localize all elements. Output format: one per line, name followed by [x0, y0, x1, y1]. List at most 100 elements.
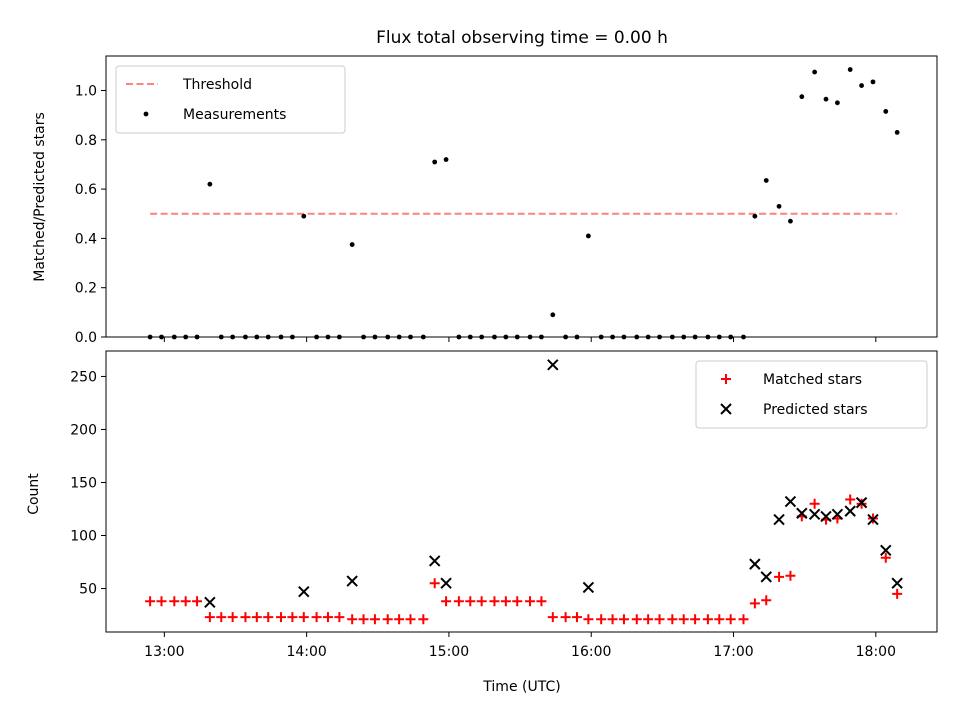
legend-label: Matched stars [763, 372, 862, 388]
x-tick-label: 17:00 [713, 644, 753, 660]
predicted-star-point [298, 585, 310, 598]
matched-star-point [405, 614, 416, 625]
matched-star-point [643, 614, 654, 625]
matched-star-point [761, 595, 772, 606]
predicted-star-point [867, 513, 879, 526]
matched-star-point [749, 598, 760, 609]
predicted-star-point [820, 510, 832, 523]
top-panel: 0.0 0.2 0.4 0.6 0.8 1.0 Threshold Measurements [75, 55, 938, 346]
matched-star-point [369, 614, 380, 625]
legend-plus-swatch [721, 374, 731, 384]
predicted-star-point [582, 581, 595, 594]
matched-star-point [702, 614, 713, 625]
matched-star-point [725, 614, 736, 625]
legend-label: Measurements [183, 107, 286, 123]
matched-star-point [251, 612, 262, 623]
axes-frame [105, 55, 938, 338]
matched-star-point [347, 614, 358, 625]
measurement-point [894, 130, 900, 135]
y-tick-label: 0.2 [75, 281, 97, 297]
matched-star-point [156, 596, 167, 607]
matched-star-point [394, 614, 405, 625]
y-tick-label: 1.0 [75, 84, 97, 100]
predicted-star-point [844, 505, 856, 517]
matched-star-point [276, 612, 287, 623]
x-tick-label: 13:00 [144, 644, 184, 660]
matched-star-point [678, 614, 689, 625]
matched-star-point [216, 612, 227, 623]
matched-star-point [880, 552, 891, 563]
measurement-point [870, 79, 876, 85]
matched-star-point [145, 596, 156, 607]
legend-box [115, 65, 346, 134]
x-tick-label: 14:00 [286, 644, 326, 660]
bottom-panel: 50 100 150 200 250 13:00 14:00 15:00 16:00 17:00 1… [70, 350, 938, 660]
y-tick-label: 0.8 [75, 133, 97, 149]
measurement-point [752, 213, 758, 219]
measurement-point [883, 109, 889, 114]
predicted-star-point [808, 508, 821, 521]
matched-star-point [845, 494, 856, 505]
predicted-star-point [547, 359, 559, 371]
measurement-point [847, 67, 853, 72]
measurement-point [432, 159, 438, 165]
legend-dot-swatch [143, 111, 149, 117]
matched-star-point [465, 596, 476, 607]
matched-star-point [382, 614, 393, 625]
matched-star-point [536, 596, 547, 607]
matched-star-point [204, 612, 215, 623]
predicted-star-point [784, 495, 797, 508]
matched-star-point [192, 596, 203, 607]
measurement-point [763, 178, 769, 183]
predicted-star-point [749, 558, 761, 570]
matched-star-point [618, 614, 629, 625]
top-y-axis-label: Matched/Predicted stars [32, 112, 48, 282]
axes-frame [105, 350, 938, 633]
measurement-point [550, 312, 556, 318]
measurement-point [834, 100, 840, 106]
matched-star-point [560, 612, 571, 623]
measurement-point [301, 213, 307, 219]
legend-x-swatch [720, 403, 732, 415]
legend-label: Predicted stars [763, 402, 868, 418]
matched-star-point [453, 596, 464, 607]
x-tick-label: 16:00 [571, 644, 611, 660]
matched-star-point [429, 578, 440, 589]
measurement-point [776, 203, 782, 209]
predicted-star-point [831, 508, 844, 521]
matched-star-point [500, 596, 511, 607]
measurement-point [859, 83, 864, 88]
measurement-point [349, 242, 355, 247]
matched-star-point [607, 614, 618, 625]
matched-star-point [418, 614, 429, 625]
y-tick-label: 100 [70, 529, 97, 545]
matched-star-point [571, 612, 582, 623]
matched-star-point [547, 612, 558, 623]
predicted-star-point [204, 596, 216, 609]
matched-star-point [690, 614, 701, 625]
measurement-point [585, 233, 591, 239]
matched-star-point [334, 612, 345, 623]
matched-star-point [169, 596, 180, 607]
matched-star-point [809, 498, 820, 509]
measurement-point [799, 94, 805, 100]
y-tick-label: 50 [79, 582, 97, 598]
measurement-point [443, 157, 449, 162]
y-tick-label: 250 [70, 369, 97, 385]
legend-box [695, 360, 928, 429]
matched-star-point [892, 588, 903, 599]
legend-label: Threshold [182, 77, 252, 93]
matched-star-point [240, 612, 251, 623]
legend: Threshold Measurements [115, 65, 346, 134]
matched-star-point [738, 614, 749, 625]
matched-star-point [489, 596, 500, 607]
y-tick-label: 200 [70, 422, 97, 438]
predicted-star-point [428, 555, 441, 567]
legend: Matched stars Predicted stars [695, 360, 928, 429]
measurement-point [207, 181, 213, 187]
y-tick-label: 0.4 [75, 231, 97, 247]
matched-star-point [311, 612, 322, 623]
predicted-star-point [796, 507, 808, 519]
predicted-star-point [855, 496, 868, 509]
